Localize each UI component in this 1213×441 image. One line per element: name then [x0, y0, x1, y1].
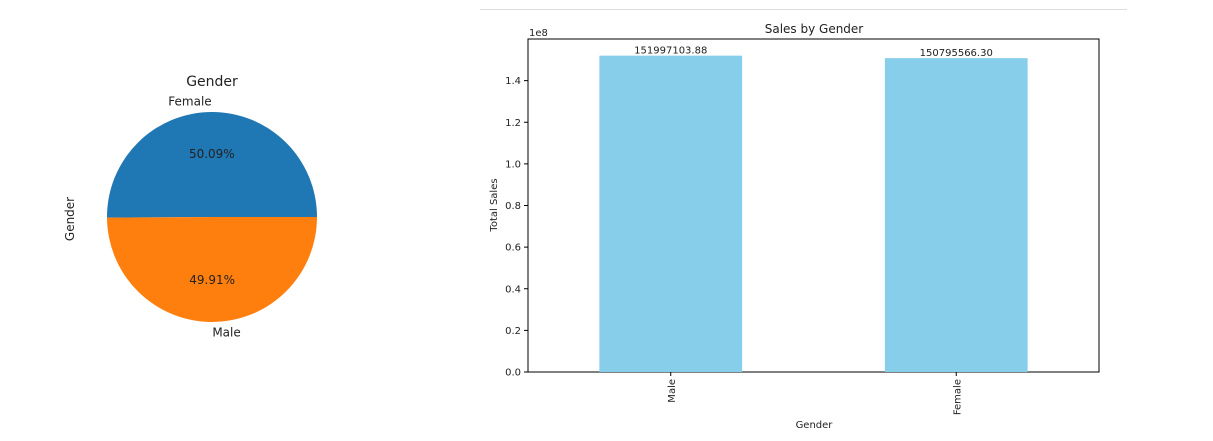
- bar-axes: 0.0 0.2 0.4 0.6 0.8 1.0 1.2 1.4 Male Female: [505, 38, 1100, 415]
- bar-chart-panel: Sales by Gender 1e8 Total Sales Gender 0…: [420, 0, 1213, 441]
- bar-data-label-female: 150795566.30: [920, 48, 993, 59]
- top-divider: [480, 9, 1127, 10]
- y-tick-label: 0.8: [505, 201, 521, 212]
- y-tick-label: 0.0: [505, 368, 521, 379]
- y-tick-label: 1.2: [505, 118, 521, 129]
- pie-ylabel: Gender: [63, 197, 77, 241]
- pie-pct-label-female: 50.09%: [189, 147, 235, 161]
- y-tick-label: 1.0: [505, 159, 521, 170]
- pie-slice-male: [107, 217, 317, 323]
- y-tick-label: 0.4: [505, 284, 521, 295]
- pie-title: Gender: [186, 74, 238, 90]
- y-tick-label: 0.6: [505, 243, 521, 254]
- pie-chart-panel: Gender Gender 50.09% Female 49.91% Male: [0, 0, 420, 441]
- x-tick-label-female: Female: [952, 379, 963, 415]
- bar-female: [884, 58, 1028, 372]
- pie-slices: 50.09% Female 49.91% Male: [107, 95, 318, 339]
- pie-chart: Gender Gender 50.09% Female 49.91% Male: [63, 74, 318, 339]
- x-axis-label: Gender: [796, 420, 834, 431]
- y-tick-label: 0.2: [505, 326, 521, 337]
- y-axis-label: Total Sales: [489, 178, 500, 232]
- y-tick-label: 1.4: [505, 76, 521, 87]
- bar-marks: 151997103.88 150795566.30: [599, 46, 1028, 372]
- x-tick-label-male: Male: [667, 379, 678, 403]
- pie-label-female: Female: [168, 95, 211, 109]
- bar-chart: Sales by Gender 1e8 Total Sales Gender 0…: [489, 22, 1100, 431]
- bar-title: Sales by Gender: [765, 22, 864, 36]
- pie-pct-label-male: 49.91%: [189, 273, 235, 287]
- pie-label-male: Male: [212, 325, 240, 339]
- bar-male: [599, 55, 743, 372]
- pie-slice-female: [107, 112, 318, 218]
- bar-data-label-male: 151997103.88: [634, 46, 707, 57]
- y-offset-label: 1e8: [529, 28, 548, 39]
